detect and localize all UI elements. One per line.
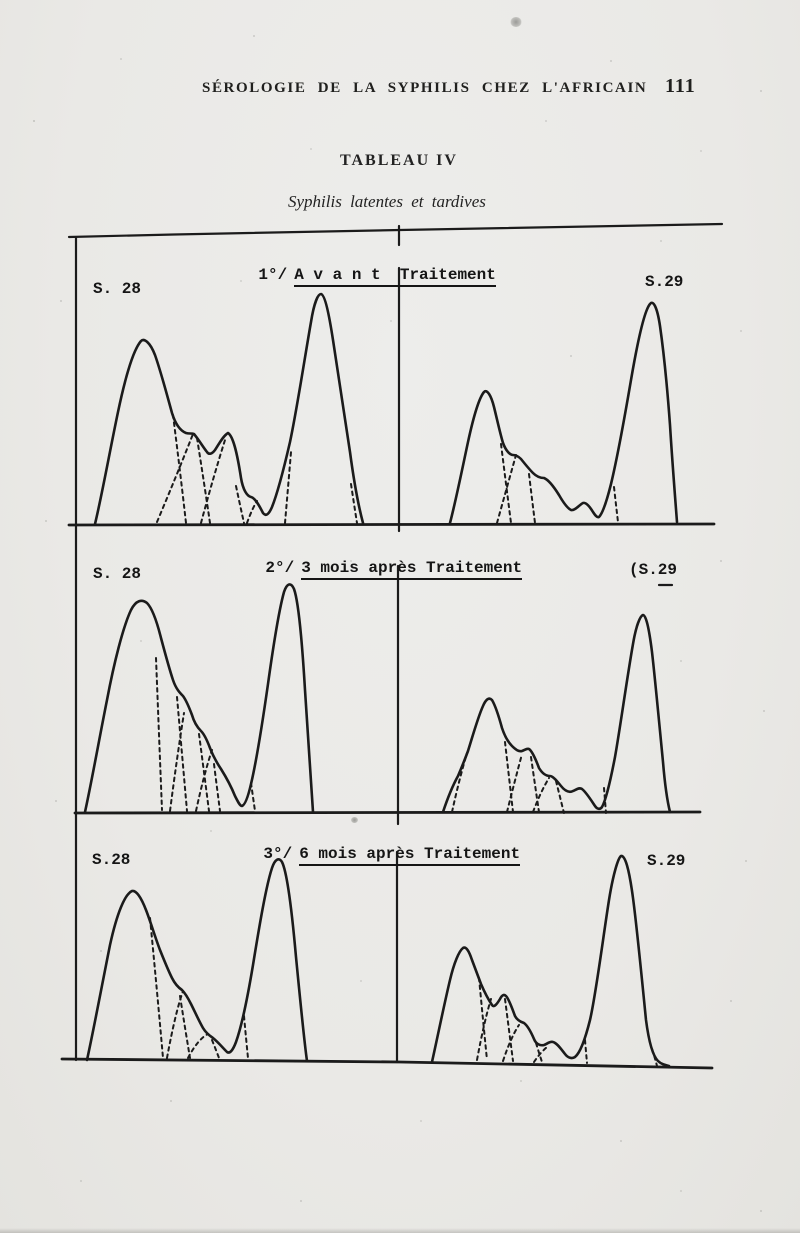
table-caption: Syphilis latentes et tardives <box>288 192 486 211</box>
panel-2-trois-mois <box>83 583 672 814</box>
panel1-index: 1°/ <box>258 266 288 284</box>
component-curve-dashed <box>176 696 188 812</box>
component-curve-dashed <box>250 782 256 812</box>
component-curve-dashed <box>451 752 468 813</box>
component-curve-dashed <box>198 733 210 812</box>
component-curve-dashed <box>172 414 187 524</box>
panel1-title-underlined: A v a n t Traitement <box>294 266 496 287</box>
component-curve-dashed <box>535 1042 543 1063</box>
component-curve-dashed <box>350 483 358 524</box>
component-curve-dashed <box>613 486 619 523</box>
component-curve-dashed <box>555 780 565 814</box>
component-curve-dashed <box>200 439 226 524</box>
curve-s29-6mois <box>430 854 671 1068</box>
component-curve-dashed <box>166 990 184 1059</box>
page-number: 111 <box>665 75 696 97</box>
scan-edge-shadow <box>0 1228 800 1233</box>
curve-s29-avant <box>448 301 679 525</box>
component-curve-dashed <box>284 451 292 524</box>
panel2-index: 2°/ <box>265 559 295 577</box>
ink-smudge <box>510 17 522 27</box>
component-curve-dashed <box>504 741 514 813</box>
panel1-title: 1°/ A v a n t Traitement <box>220 248 496 302</box>
component-curve-dashed <box>213 763 221 812</box>
panel1-baseline <box>67 522 716 527</box>
curve-s28-6mois <box>85 858 309 1063</box>
component-curve-dashed <box>651 1048 658 1067</box>
frame-top-rule <box>67 222 724 239</box>
component-curve-dashed <box>506 753 523 813</box>
component-curve-dashed <box>149 917 164 1059</box>
component-curve-dashed <box>196 437 211 524</box>
component-curve-dashed <box>155 657 163 811</box>
panel2-title-underlined: 3 mois après Traitement <box>301 559 523 580</box>
paper-noise-specks <box>33 120 35 122</box>
component-curve-dashed <box>195 749 213 812</box>
component-curve-dashed <box>476 998 492 1061</box>
panel2-baseline <box>73 810 702 815</box>
label-s28-panel2: S. 28 <box>93 565 142 583</box>
component-curve-dashed <box>243 1015 249 1059</box>
component-curve-dashed <box>246 500 258 524</box>
figure-frame <box>60 222 724 1070</box>
component-curve-dashed <box>500 443 512 524</box>
label-s29-panel1: S.29 <box>645 273 684 291</box>
panel3-index: 3°/ <box>263 845 293 863</box>
component-curve-dashed <box>504 998 514 1062</box>
component-curve-dashed <box>528 473 536 524</box>
component-curve-dashed <box>156 433 194 523</box>
panel3-baseline <box>60 1057 714 1070</box>
label-s29-panel2: (S.29 <box>629 561 678 579</box>
curve-s29-3mois <box>441 613 672 814</box>
component-curve-dashed <box>169 712 185 812</box>
label-s28-panel3: S.28 <box>92 851 131 869</box>
component-curve-dashed <box>478 977 488 1061</box>
component-curve-dashed <box>532 777 550 813</box>
component-curve-dashed <box>179 995 191 1059</box>
panel3-title-underlined: 6 mois après Traitement <box>299 845 521 866</box>
gray-dot-artifact <box>351 817 358 823</box>
label-s29-panel3: S.29 <box>647 852 686 870</box>
component-curve-dashed <box>235 485 245 524</box>
component-curve-dashed <box>496 454 517 524</box>
component-curve-dashed <box>211 1039 220 1059</box>
table-label: TABLEAU IV <box>340 152 458 169</box>
component-curve-dashed <box>502 1024 520 1062</box>
component-curve-dashed <box>533 1046 548 1063</box>
component-curve-dashed <box>584 1039 588 1064</box>
panel-3-six-mois <box>85 854 671 1068</box>
label-s28-panel1: S. 28 <box>93 280 142 298</box>
component-curve-dashed <box>187 1033 209 1059</box>
panel-1-avant-traitement <box>93 292 679 526</box>
panel2-title: 2°/ 3 mois après Traitement <box>227 541 523 595</box>
component-curve-dashed <box>603 787 607 814</box>
panel3-title: 3°/ 6 mois après Traitement <box>225 827 521 881</box>
curve-s28-3mois <box>83 583 315 814</box>
running-head-title: SÉROLOGIE DE LA SYPHILIS CHEZ L'AFRICAIN <box>202 80 648 96</box>
curve-s28-avant <box>93 292 365 526</box>
